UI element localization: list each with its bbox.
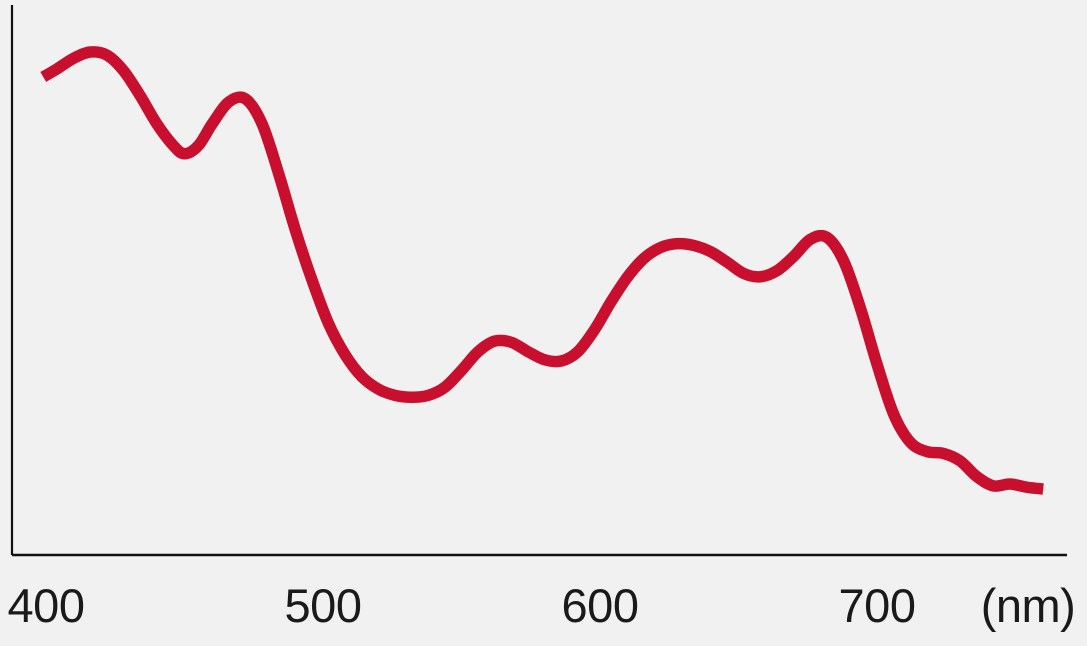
- x-tick-label-400: 400: [7, 579, 85, 632]
- x-tick-label-600: 600: [561, 579, 639, 632]
- spectral-curve: [40, 46, 1044, 495]
- x-tick-label-700: 700: [838, 579, 916, 632]
- x-tick-label-500: 500: [284, 579, 362, 632]
- x-axis-unit-label: (nm): [980, 579, 1076, 632]
